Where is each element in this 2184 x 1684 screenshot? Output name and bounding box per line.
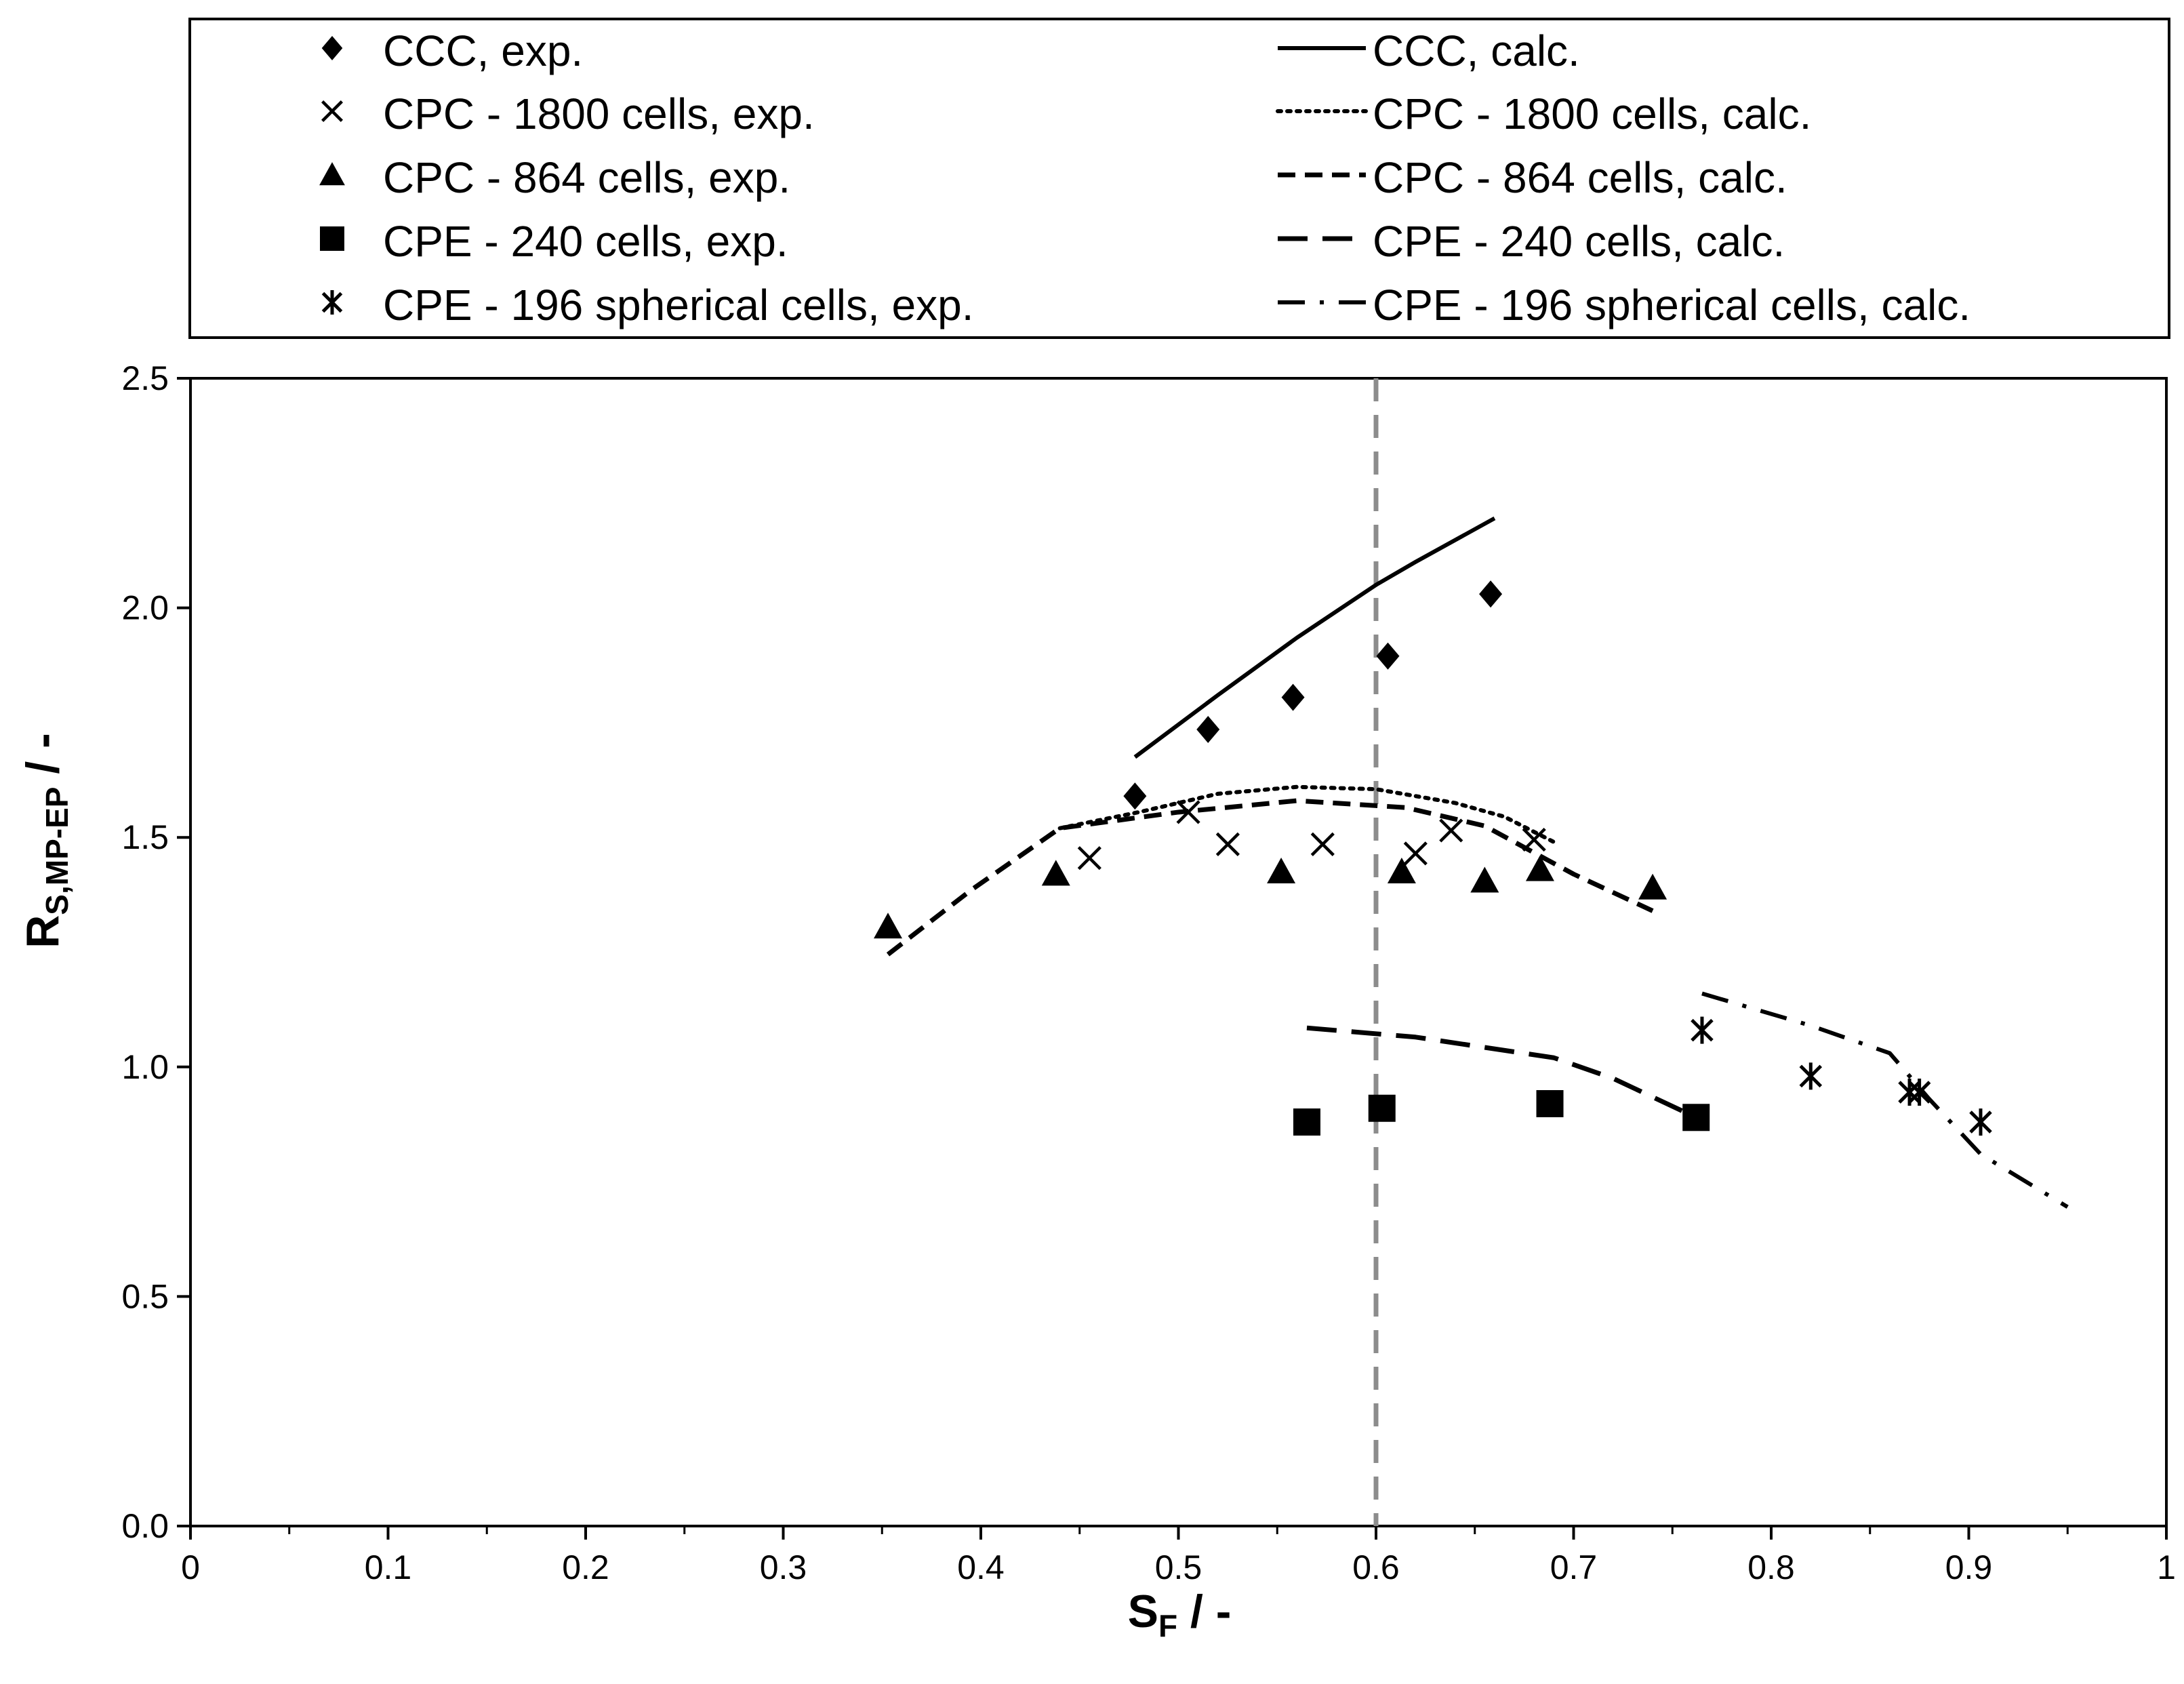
data-point-diamond — [1479, 580, 1503, 608]
x-axis-title: SF / - — [1128, 1586, 1232, 1643]
data-point-triangle — [873, 913, 902, 939]
calc-series-line — [886, 798, 1654, 957]
legend-label: CCC, exp. — [383, 26, 583, 75]
data-point-x — [321, 100, 343, 122]
exp-markers — [873, 580, 1992, 1136]
y-tick-label: 1.5 — [121, 818, 169, 856]
data-point-diamond — [1281, 683, 1305, 711]
x-tick-label: 0.3 — [760, 1548, 807, 1586]
data-point-square — [320, 226, 344, 251]
y-tick-label: 1.0 — [121, 1048, 169, 1086]
data-point-asterisk — [1691, 1016, 1714, 1044]
data-point-asterisk — [1799, 1062, 1823, 1090]
data-point-square — [1293, 1108, 1320, 1136]
data-point-asterisk — [321, 290, 343, 315]
data-point-asterisk — [1907, 1079, 1931, 1106]
data-point-x — [1403, 841, 1428, 866]
calc-series-line — [1133, 516, 1496, 759]
data-point-triangle — [1638, 873, 1667, 900]
calc-series-line — [1701, 991, 2069, 1209]
y-axis-title: RS,MP-EP / - — [17, 733, 75, 948]
data-point-asterisk — [1969, 1108, 1992, 1136]
data-point-x — [1176, 800, 1200, 824]
y-tick-label: 0.5 — [121, 1277, 169, 1315]
legend-label: CPC - 864 cells, exp. — [383, 153, 790, 202]
legend: CCC, exp. CPC - 1800 cells, exp. CPC - 864… — [319, 26, 1970, 329]
x-tick-label: 0.5 — [1155, 1548, 1202, 1586]
data-point-triangle — [1525, 855, 1554, 881]
x-tick-label: 0.6 — [1352, 1548, 1400, 1586]
data-point-diamond — [1196, 716, 1220, 744]
data-point-x — [1077, 846, 1101, 870]
calc-series-line — [1057, 784, 1556, 844]
data-point-x — [1215, 832, 1240, 856]
calc-lines — [886, 516, 2069, 1209]
calc-series-line — [1306, 1025, 1697, 1120]
data-point-triangle — [1267, 857, 1296, 883]
data-point-diamond — [1123, 782, 1147, 810]
legend-label: CPC - 864 cells, calc. — [1373, 153, 1787, 202]
legend-label: CPE - 196 spherical cells, calc. — [1373, 281, 1970, 329]
y-tick-label: 2.0 — [121, 589, 169, 627]
legend-label: CCC, calc. — [1373, 26, 1580, 75]
data-point-diamond — [321, 36, 343, 60]
data-point-x — [1310, 832, 1335, 856]
legend-label: CPE - 196 spherical cells, exp. — [383, 281, 974, 329]
data-point-triangle — [1470, 866, 1499, 893]
x-tick-label: 1 — [2157, 1548, 2176, 1586]
data-point-square — [1536, 1089, 1564, 1117]
data-point-square — [1368, 1094, 1396, 1122]
legend-label: CPE - 240 cells, calc. — [1373, 217, 1785, 266]
data-point-x — [1522, 827, 1546, 852]
plot-area — [189, 377, 2168, 1527]
data-point-x — [1439, 818, 1463, 843]
x-tick-label: 0.9 — [1945, 1548, 1993, 1586]
y-tick-label: 2.5 — [121, 359, 169, 397]
x-tick-label: 0.7 — [1550, 1548, 1598, 1586]
x-tick-label: 0.2 — [562, 1548, 609, 1586]
x-tick-label: 0 — [181, 1548, 200, 1586]
legend-box — [188, 18, 2170, 339]
x-tick-label: 0.1 — [365, 1548, 412, 1586]
x-tick-label: 0.4 — [957, 1548, 1005, 1586]
legend-label: CPE - 240 cells, exp. — [383, 217, 788, 266]
x-tick-label: 0.8 — [1747, 1548, 1795, 1586]
axis-ticks: 0 0.1 0.2 0.3 0.4 0.5 0.6 0.7 0.8 0.9 1 0.0 0.5 1.0 1.… — [121, 359, 2175, 1586]
data-point-triangle — [1041, 860, 1070, 886]
legend-label: CPC - 1800 cells, calc. — [1373, 89, 1811, 138]
y-tick-label: 0.0 — [121, 1507, 169, 1545]
data-point-diamond — [1376, 642, 1400, 670]
data-point-square — [1682, 1104, 1710, 1131]
data-point-triangle — [319, 162, 345, 186]
legend-label: CPC - 1800 cells, exp. — [383, 89, 815, 138]
data-point-triangle — [1387, 857, 1416, 883]
